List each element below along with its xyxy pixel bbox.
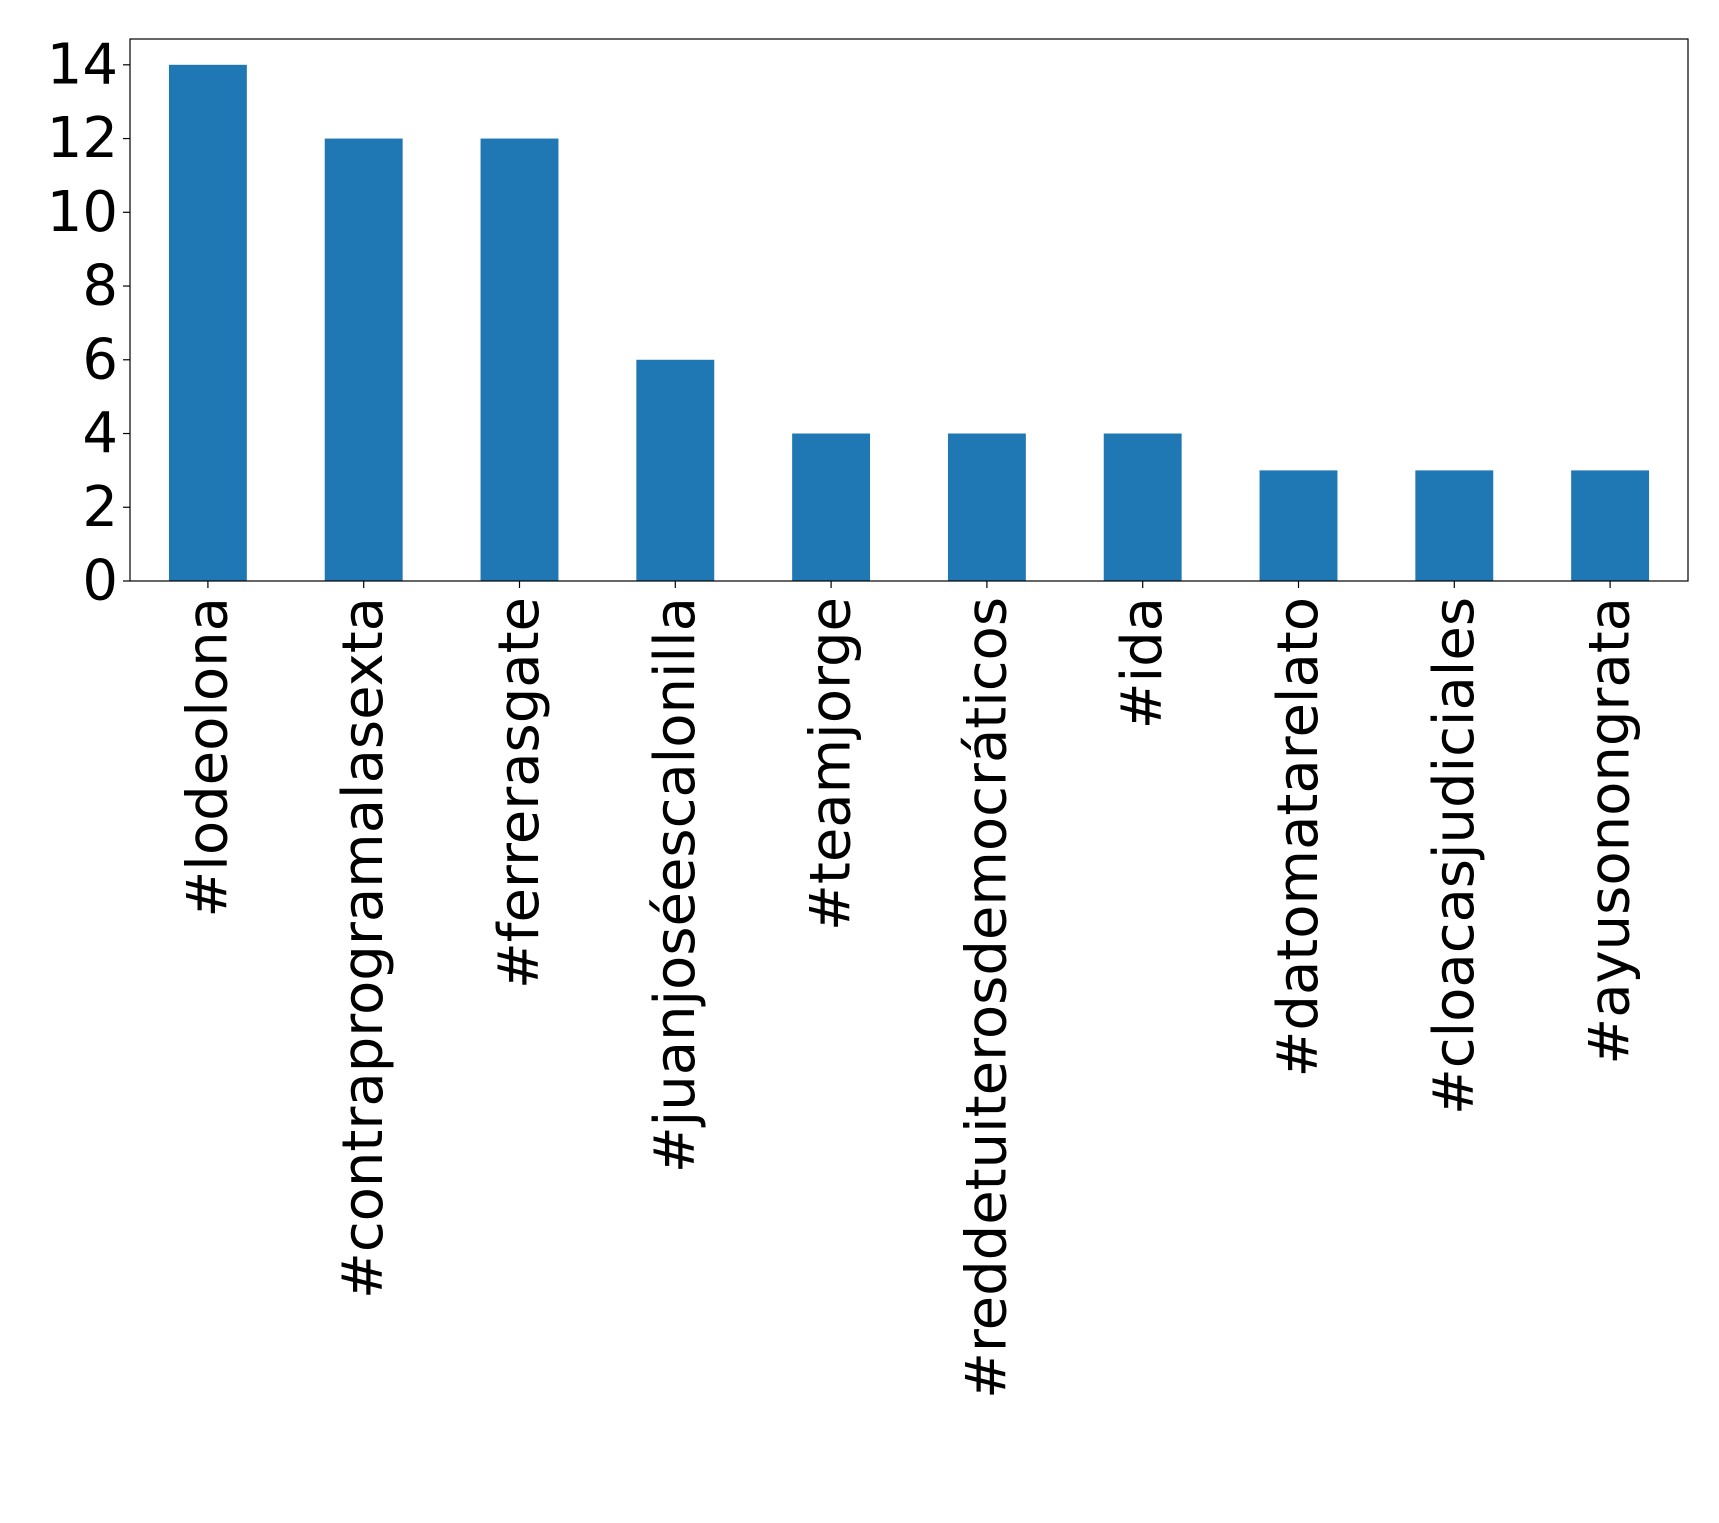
y-tick-label: 10 — [47, 180, 118, 245]
x-tick-label: #cloacasjudiciales — [1422, 597, 1487, 1115]
y-tick-label: 2 — [82, 475, 118, 540]
y-tick-label: 14 — [47, 32, 118, 97]
y-tick-label: 8 — [82, 254, 118, 319]
bar — [1571, 470, 1650, 581]
x-tick-label: #juanjoséescalonilla — [643, 597, 708, 1173]
x-tick-label: #reddetuiterosdemocráticos — [954, 597, 1019, 1399]
bar — [168, 64, 247, 582]
bar — [324, 138, 403, 581]
x-tick-label: #datomatarelato — [1266, 597, 1331, 1077]
bar — [1103, 433, 1182, 581]
bars-group — [168, 64, 1650, 582]
bar — [947, 433, 1026, 581]
x-axis: #lodeolona #contraprogramalasexta #ferrera… — [175, 581, 1643, 1399]
bar — [1415, 470, 1494, 581]
y-tick-label: 0 — [82, 549, 118, 614]
y-tick-label: 6 — [82, 327, 118, 392]
bar — [792, 433, 871, 581]
x-tick-label: #ferrerasgate — [487, 597, 552, 989]
y-tick-label: 4 — [82, 401, 118, 466]
x-tick-label: #ayusonongrata — [1578, 597, 1643, 1065]
bar — [636, 359, 715, 581]
x-tick-label: #ida — [1110, 597, 1175, 729]
y-tick-label: 12 — [47, 106, 118, 171]
x-tick-label: #contraprogramalasexta — [331, 597, 396, 1299]
bar — [480, 138, 559, 581]
plot-frame — [129, 38, 1689, 582]
y-axis: 0 2 4 6 8 10 12 14 — [47, 32, 130, 614]
x-tick-label: #teamjorge — [799, 597, 864, 931]
bar — [1259, 470, 1338, 581]
x-tick-label: #lodeolona — [175, 597, 240, 918]
